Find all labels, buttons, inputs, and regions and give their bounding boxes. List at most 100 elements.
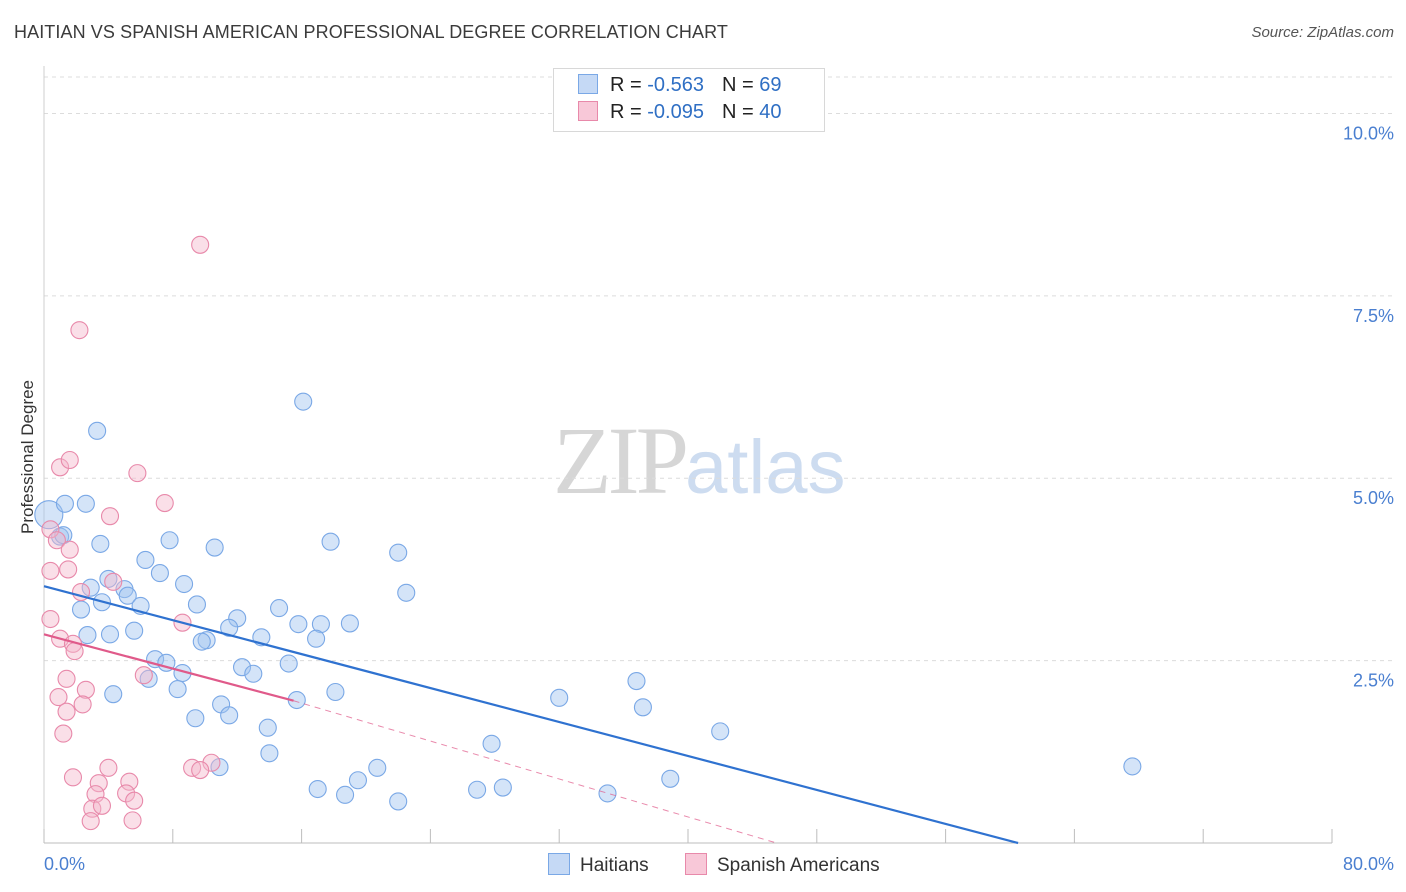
spanish-americans-point <box>191 760 210 780</box>
legend-r-value: -0.563 <box>647 74 704 96</box>
legend-row-spanish-americans: R = -0.095 N = 40 <box>578 101 781 127</box>
spanish-americans-point <box>155 493 174 513</box>
series-swatch-haitians <box>548 853 570 875</box>
haitians-point <box>186 709 205 728</box>
spanish-americans-points <box>41 235 221 831</box>
series-legend: Haitians Spanish Americans <box>0 853 1406 877</box>
legend-row-haitians: R = -0.563 N = 69 <box>578 74 781 100</box>
spanish-americans-point <box>120 772 139 791</box>
haitians-point <box>71 600 91 619</box>
haitians-point <box>232 658 252 677</box>
haitians-point <box>175 574 194 594</box>
legend-r-label: R = <box>610 101 648 123</box>
haitians-point <box>294 392 313 411</box>
haitians-point <box>326 682 345 702</box>
haitians-point <box>125 621 144 640</box>
haitians-point <box>150 564 169 583</box>
haitians-point <box>78 626 97 645</box>
series-legend-haitians[interactable]: Haitians <box>548 853 649 877</box>
spanish-americans-point <box>123 811 142 830</box>
spanish-americans-point <box>100 507 120 526</box>
legend-r-value: -0.095 <box>647 101 704 123</box>
spanish-americans-point <box>41 520 60 539</box>
haitians-point <box>118 586 137 605</box>
spanish-americans-point <box>202 753 221 772</box>
spanish-americans-point <box>57 669 76 688</box>
haitians-point <box>139 669 158 688</box>
haitians-point <box>192 632 211 651</box>
correlation-legend: R = -0.563 N = 69 R = -0.095 N = 40 <box>553 68 825 132</box>
y-tick-label: 5.0% <box>1353 488 1394 508</box>
legend-swatch-spanish-americans <box>578 101 598 121</box>
watermark-atlas: atlas <box>685 425 846 510</box>
series-swatch-spanish-americans <box>685 853 707 875</box>
spanish-americans-point <box>89 774 108 793</box>
haitians-point <box>76 494 95 513</box>
haitians-point <box>187 595 206 614</box>
haitians-point <box>220 618 239 637</box>
legend-r-label: R = <box>610 74 648 96</box>
haitians-point <box>100 625 120 644</box>
grid-lines <box>44 76 1394 662</box>
haitians-point <box>168 680 187 699</box>
spanish-americans-point <box>41 561 60 580</box>
haitians-point <box>311 615 330 634</box>
haitians-point <box>88 421 107 440</box>
spanish-americans-point <box>63 768 83 787</box>
haitians-point <box>307 629 326 648</box>
y-tick-label: 7.5% <box>1353 306 1394 326</box>
spanish-americans-point <box>47 531 66 550</box>
spanish-americans-point <box>60 540 79 559</box>
haitians-point <box>397 583 416 602</box>
haitians-point <box>661 769 680 788</box>
haitians-point <box>260 744 279 763</box>
haitians-point <box>348 771 368 790</box>
chart-title: HAITIAN VS SPANISH AMERICAN PROFESSIONAL… <box>14 22 728 42</box>
haitians-point <box>104 685 123 704</box>
spanish-americans-point <box>92 796 112 815</box>
spanish-americans-point <box>125 791 144 810</box>
y-tick-label: 10.0% <box>1343 123 1394 143</box>
series-label-haitians: Haitians <box>580 855 649 876</box>
watermark: ZIPatlas <box>553 405 846 516</box>
spanish-americans-trend-extension <box>293 700 777 844</box>
spanish-americans-point <box>86 785 105 804</box>
source-label: Source: ZipAtlas.com <box>1251 24 1394 41</box>
haitians-point <box>493 778 512 797</box>
haitians-point <box>279 654 298 673</box>
spanish-americans-point <box>99 758 118 777</box>
haitians-point <box>389 543 408 562</box>
haitians-point <box>482 734 501 753</box>
haitians-point <box>34 500 64 530</box>
watermark-zip: ZIP <box>553 407 689 514</box>
haitians-point <box>99 569 118 588</box>
spanish-americans-point <box>51 458 70 477</box>
haitians-point <box>136 550 155 569</box>
spanish-americans-point <box>191 235 210 254</box>
haitians-point <box>81 578 100 597</box>
haitians-point <box>321 532 340 551</box>
spanish-americans-trend-line <box>43 633 294 702</box>
haitians-point <box>711 722 730 741</box>
haitians-point <box>91 534 110 553</box>
series-label-spanish-americans: Spanish Americans <box>717 855 880 876</box>
haitians-point <box>550 688 569 707</box>
spanish-americans-point <box>128 464 147 483</box>
haitians-point <box>160 531 179 550</box>
haitians-point <box>627 671 646 691</box>
haitians-point <box>368 758 387 777</box>
series-legend-spanish-americans[interactable]: Spanish Americans <box>685 853 880 877</box>
haitians-point <box>389 792 408 811</box>
spanish-americans-point <box>60 450 79 470</box>
legend-n-label: N = <box>721 74 760 96</box>
spanish-americans-point <box>57 702 76 721</box>
haitians-trend-line <box>43 585 1019 845</box>
legend-n-label: N = <box>721 101 760 123</box>
haitians-point <box>468 780 487 799</box>
spanish-americans-point <box>73 695 92 714</box>
spanish-americans-point <box>59 560 78 579</box>
haitians-point <box>308 779 327 799</box>
spanish-americans-point <box>134 666 153 685</box>
spanish-americans-point <box>76 680 95 699</box>
